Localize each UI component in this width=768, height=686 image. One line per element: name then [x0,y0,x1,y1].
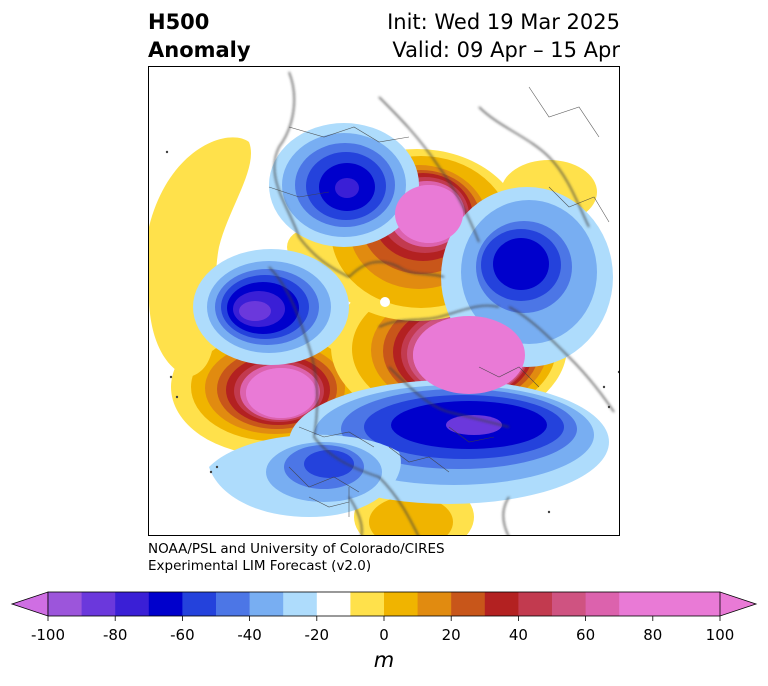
colorbar-cell [115,592,150,616]
colorbar-cell [148,592,183,616]
negative-anomaly-asia [289,380,609,504]
colorbar-tick-label: 20 [441,626,461,644]
colorbar-cell [216,592,251,616]
colorbar-extension-high [719,591,758,617]
colorbar-cell [384,592,419,616]
credit-line-2: Experimental LIM Forecast (v2.0) [148,558,372,574]
colorbar-tick-label: 40 [508,626,528,644]
credit: NOAA/PSL and University of Colorado/CIRE… [148,541,445,575]
colorbar-cell [350,592,385,616]
colorbar-tick-label: 80 [643,626,663,644]
coastlines [268,71,615,535]
map-svg [149,71,619,535]
colorbar-cell [417,592,452,616]
colorbar-cells [10,591,758,621]
country-borders [268,86,610,517]
colorbar-cell [686,592,721,616]
islands [165,150,619,514]
colorbar-tick-label: -60 [170,626,195,644]
colorbar-tick-label: -20 [304,626,330,644]
colorbar-cell [652,592,687,616]
negative-anomaly-west [193,249,349,365]
title-line-1: H500 [148,10,210,34]
colorbar-cell [283,592,318,616]
colorbar-cell [451,592,486,616]
colorbar-cell [316,592,351,616]
valid-range: Valid: 09 Apr – 15 Apr [392,38,620,62]
negative-anomaly-east [441,187,613,367]
colorbar-cell [552,592,587,616]
colorbar-extension-low [10,591,49,617]
colorbar [10,591,758,621]
colorbar-tick-label: -100 [30,626,66,644]
credit-line-1: NOAA/PSL and University of Colorado/CIRE… [148,541,445,557]
negative-anomaly-arctic [269,123,419,247]
colorbar-tick-label: 0 [379,626,389,644]
colorbar-cell [585,592,620,616]
colorbar-unit: m [373,648,395,672]
negative-anomaly-sw [209,434,401,517]
colorbar-cell [182,592,217,616]
colorbar-cell [619,592,654,616]
chart-title: H500 Anomaly [148,8,251,64]
colorbar-tick-label: -80 [102,626,128,644]
colorbar-tick-label: -40 [237,626,262,644]
north-pole-marker [380,297,390,307]
colorbar-cell [249,592,284,616]
anomaly-map [148,66,620,536]
init-date: Init: Wed 19 Mar 2025 [387,10,620,34]
colorbar-cell [484,592,519,616]
title-line-2: Anomaly [148,38,251,62]
colorbar-cell [518,592,553,616]
positive-cores [246,185,525,418]
colorbar-tick-label: 60 [576,626,596,644]
colorbar-cell [48,592,83,616]
colorbar-tick-label: 100 [705,626,735,644]
forecast-dates: Init: Wed 19 Mar 2025 Valid: 09 Apr – 15… [387,8,620,64]
colorbar-cell [81,592,116,616]
